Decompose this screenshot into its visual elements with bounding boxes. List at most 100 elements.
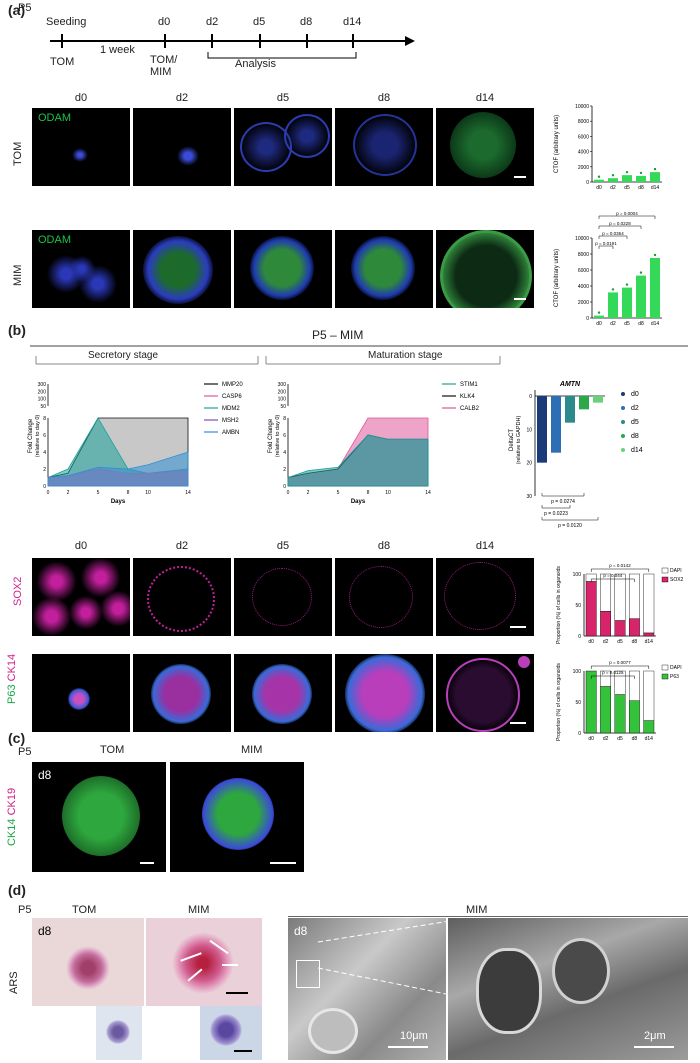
y-tick-label: 100 bbox=[278, 397, 287, 403]
em-zoom-lines bbox=[317, 919, 457, 997]
x-tick-label: 5 bbox=[97, 490, 100, 496]
scale-label-2um: 2μm bbox=[644, 1030, 666, 1042]
x-tick-label: 14 bbox=[185, 490, 191, 496]
bar bbox=[551, 396, 561, 453]
legend-swatch bbox=[621, 392, 625, 396]
x-tick-label: d8 bbox=[632, 736, 638, 742]
tom-ctof-chart: CTOF (arbitrary units) 0 2000 4000 6000 8000 1… bbox=[554, 104, 662, 191]
y-tick-label: 2 bbox=[283, 467, 286, 473]
data-point bbox=[597, 175, 601, 178]
y-tick-label: 10000 bbox=[575, 104, 589, 110]
micrograph-mim-d14 bbox=[436, 230, 534, 308]
bar-marker bbox=[643, 720, 655, 734]
mim-ctof-chart: CTOF (arbitrary units) 0 2000 4000 6000 8000 1… bbox=[554, 211, 662, 327]
micrograph-sox2-d14 bbox=[436, 558, 534, 636]
micrograph-tom-d8 bbox=[335, 108, 433, 186]
x-tick-label: 8 bbox=[367, 490, 370, 496]
y-axis-label: Fold Change bbox=[28, 418, 34, 453]
y-tick-label: 50 bbox=[575, 603, 581, 609]
x-tick-label: d2 bbox=[610, 185, 616, 191]
x-tick-label: d2 bbox=[603, 639, 609, 645]
bar bbox=[622, 175, 632, 182]
data-point bbox=[625, 170, 629, 174]
y-tick-label: 100 bbox=[573, 572, 582, 578]
panel-label-b: (b) bbox=[8, 322, 26, 338]
ars-image-mim bbox=[146, 918, 262, 1006]
bar bbox=[650, 258, 660, 318]
legend-label: MMP20 bbox=[222, 382, 243, 388]
bar bbox=[608, 292, 618, 318]
bar bbox=[622, 287, 632, 318]
data-point bbox=[639, 271, 643, 274]
micrograph-p63-d8 bbox=[335, 654, 433, 732]
ck14-c-label: CK14 bbox=[6, 818, 18, 846]
y-tick-label: 200 bbox=[38, 389, 47, 395]
legend-label: d0 bbox=[631, 391, 639, 398]
legend-label: STIM1 bbox=[460, 382, 478, 388]
x-tick-label: d0 bbox=[588, 639, 594, 645]
p-value-label: p = 0.0142 bbox=[609, 563, 631, 568]
secretory-stage-label: Secretory stage bbox=[88, 350, 159, 361]
col-label-b-d2: d2 bbox=[175, 540, 189, 552]
significance-bracket bbox=[590, 665, 650, 669]
scale-bar-ars-inset bbox=[234, 1050, 252, 1052]
bar bbox=[594, 179, 604, 182]
significance-bracket bbox=[541, 493, 585, 497]
panel-d-day: d8 bbox=[38, 924, 52, 938]
y-tick-label: 0 bbox=[586, 316, 589, 322]
x-tick-label: d5 bbox=[617, 639, 623, 645]
p-value-label: p = 0.0191 bbox=[595, 241, 617, 246]
area-series bbox=[47, 451, 189, 487]
stage-brackets bbox=[30, 345, 688, 365]
row-label-sox2: SOX2 bbox=[12, 576, 24, 606]
y-tick-label: 4000 bbox=[578, 284, 589, 290]
bar-dapi bbox=[628, 670, 640, 701]
y-axis-label: Fold Change bbox=[268, 418, 274, 453]
panel-c-day: d8 bbox=[38, 768, 52, 782]
col-label-b-d5: d5 bbox=[276, 540, 290, 552]
em-image-overview: d8 10μm bbox=[288, 918, 446, 1060]
ck14-label: CK14 bbox=[6, 653, 18, 682]
y-axis-label-sub: (relative to day 0) bbox=[275, 415, 281, 458]
x-tick-label: d0 bbox=[596, 321, 602, 327]
panel-label-a: (a) bbox=[8, 2, 26, 18]
data-point bbox=[611, 288, 615, 291]
micrograph-tom-d14 bbox=[436, 108, 534, 186]
p-value-label: p = 0.0274 bbox=[551, 499, 575, 505]
y-tick-label: 6 bbox=[283, 433, 286, 439]
row-label-p63-ck14: P63 CK14 bbox=[6, 654, 18, 704]
data-point bbox=[639, 171, 643, 175]
panel-c-tom: TOM bbox=[100, 744, 125, 756]
y-tick-label: 2 bbox=[43, 467, 46, 473]
micrograph-mim-d5 bbox=[234, 230, 332, 308]
y-axis-label: CTOF (arbitrary units) bbox=[554, 249, 560, 307]
bar bbox=[579, 396, 589, 410]
legend-label: d14 bbox=[631, 447, 643, 454]
bar-dapi bbox=[643, 670, 655, 721]
legend-label: AMBN bbox=[222, 430, 239, 436]
x-tick-label: d8 bbox=[638, 321, 644, 327]
y-tick-label: 4 bbox=[283, 450, 286, 456]
panel-label-d: (d) bbox=[8, 882, 26, 898]
micrograph-mim-d0: ODAM bbox=[32, 230, 130, 308]
x-tick-label: d14 bbox=[645, 639, 654, 645]
stain-label-odam: ODAM bbox=[38, 112, 71, 124]
bar bbox=[650, 172, 660, 182]
panel-label-c: (c) bbox=[8, 730, 26, 746]
legend-label: SOX2 bbox=[670, 577, 684, 583]
micrograph-sox2-d5 bbox=[234, 558, 332, 636]
bar bbox=[565, 396, 575, 423]
y-tick-label: 0 bbox=[578, 634, 581, 640]
legend-label: KLK4 bbox=[460, 394, 475, 400]
amtn-deltact-chart: AMTN DeltaCT (relative to GAPDH) 0 10 20 30 d0 d… bbox=[509, 381, 643, 529]
x-axis-label: Days bbox=[351, 499, 366, 505]
y-tick-label: 0 bbox=[283, 484, 286, 490]
x-tick-label: d5 bbox=[624, 321, 630, 327]
x-axis-label: Days bbox=[111, 499, 126, 505]
bar-marker bbox=[585, 581, 597, 637]
legend-label: d2 bbox=[631, 405, 639, 412]
y-tick-label: 8000 bbox=[578, 119, 589, 125]
x-tick-label: 0 bbox=[47, 490, 50, 496]
bar bbox=[593, 396, 603, 403]
y-tick-label: 300 bbox=[38, 382, 47, 388]
